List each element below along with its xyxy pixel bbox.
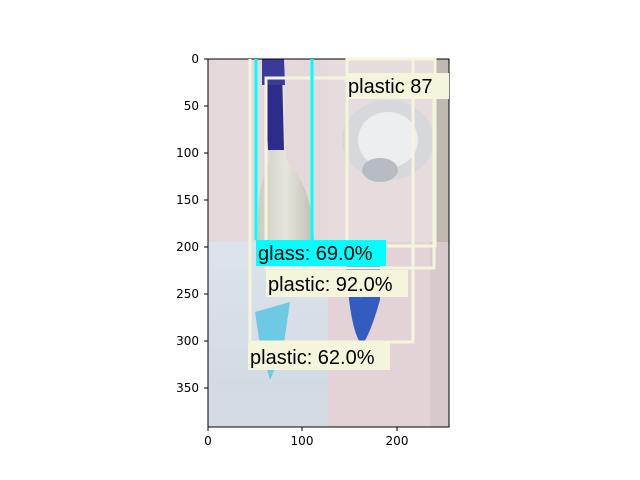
label-bg-plastic-62 <box>248 343 390 370</box>
x-axis: 0 100 200 <box>204 427 408 448</box>
y-tick-label: 150 <box>176 193 199 207</box>
label-bg-plastic-92 <box>266 270 408 297</box>
x-tick-label: 200 <box>386 434 409 448</box>
label-glass-69: glass: 69.0% <box>258 243 373 265</box>
bbox-plastic-62 <box>248 59 415 344</box>
y-tick-label: 100 <box>176 146 199 160</box>
y-tick-label: 50 <box>184 99 199 113</box>
y-tick-label: 250 <box>176 287 199 301</box>
y-tick-label: 200 <box>176 240 199 254</box>
y-tick-label: 350 <box>176 381 199 395</box>
label-plastic-92: plastic: 92.0% <box>268 274 393 296</box>
label-plastic-62: plastic: 62.0% <box>250 347 375 369</box>
x-tick-label: 100 <box>291 434 314 448</box>
y-tick-label: 0 <box>191 52 199 66</box>
plastic-cup-photo <box>342 59 449 242</box>
label-plastic-87: plastic 87 <box>348 76 433 98</box>
axes-frame <box>207 58 450 428</box>
x-tick-label: 0 <box>204 434 212 448</box>
y-axis: 0 50 100 150 200 250 300 350 <box>176 52 208 395</box>
label-bg-plastic-87 <box>346 73 449 99</box>
y-tick-label: 300 <box>176 334 199 348</box>
detection-labels: plastic 87 glass: 69.0% plastic: 92.0% p… <box>248 73 449 370</box>
label-bg-glass-69 <box>256 240 386 266</box>
